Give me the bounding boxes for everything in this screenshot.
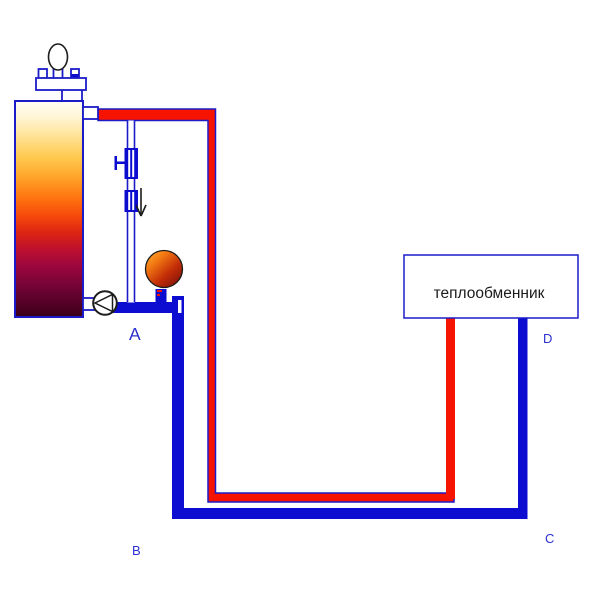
label-point-a: A [129, 324, 141, 344]
label-point-d: D [543, 331, 552, 346]
valve-handle-stem [114, 161, 125, 164]
lower-valve-icon [124, 190, 138, 212]
cold-return-pipe [98, 296, 528, 519]
lower-valve-body [124, 190, 138, 212]
arrow-head-right [140, 204, 147, 217]
upper-valve-stripe-1 [128, 150, 131, 177]
boiler-outlet-connector [82, 106, 99, 120]
label-point-b: B [132, 543, 141, 558]
lower-valve-stripe-2 [132, 192, 135, 210]
safety-group-flange-bar [35, 77, 87, 91]
safety-group-bolt-right-fill [71, 74, 79, 79]
lower-valve-stripe-1 [128, 192, 131, 210]
heat-exchanger-label: теплообменник [434, 285, 545, 302]
tank-stem-mark-2 [157, 294, 160, 296]
heat-exchanger-box [403, 254, 579, 319]
expansion-tank-icon [144, 249, 184, 289]
upper-valve-body [124, 148, 138, 179]
downward-flow-arrow-icon [135, 188, 147, 217]
pipe-joint-gap [178, 300, 182, 313]
label-point-c: C [545, 531, 554, 546]
safety-valve-assembly [35, 43, 87, 102]
gauge-bulb-icon [47, 43, 69, 71]
arrow-head-left [135, 204, 142, 217]
expansion-tank-stem [155, 289, 167, 304]
hot-pipe-to-exchanger [446, 318, 455, 499]
pump-impeller-triangle [93, 293, 114, 313]
tank-stem-mark-1 [157, 290, 162, 292]
upper-valve-stripe-2 [132, 150, 135, 177]
shutoff-valve-icon [114, 148, 138, 179]
boiler-tank [14, 100, 84, 318]
circulation-pump-icon [92, 290, 118, 316]
